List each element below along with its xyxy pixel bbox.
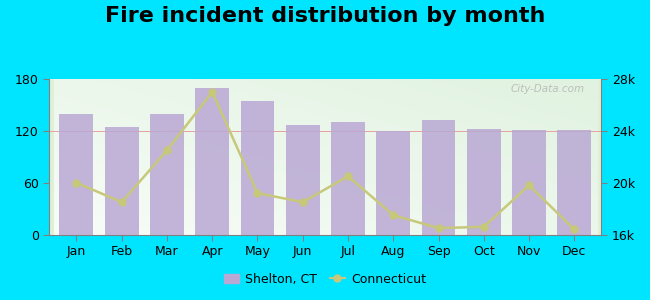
Bar [331,122,365,235]
Bar [195,88,229,235]
Text: City-Data.com: City-Data.com [511,84,585,94]
Bar [557,130,592,235]
Bar [286,125,320,235]
Bar [467,129,500,235]
Text: Fire incident distribution by month: Fire incident distribution by month [105,6,545,26]
Bar [376,131,410,235]
Legend: Shelton, CT, Connecticut: Shelton, CT, Connecticut [219,268,431,291]
Bar [512,130,546,235]
Bar [240,100,274,235]
Bar [60,114,94,235]
Bar [150,114,184,235]
Bar [105,127,138,235]
Bar [422,120,456,235]
